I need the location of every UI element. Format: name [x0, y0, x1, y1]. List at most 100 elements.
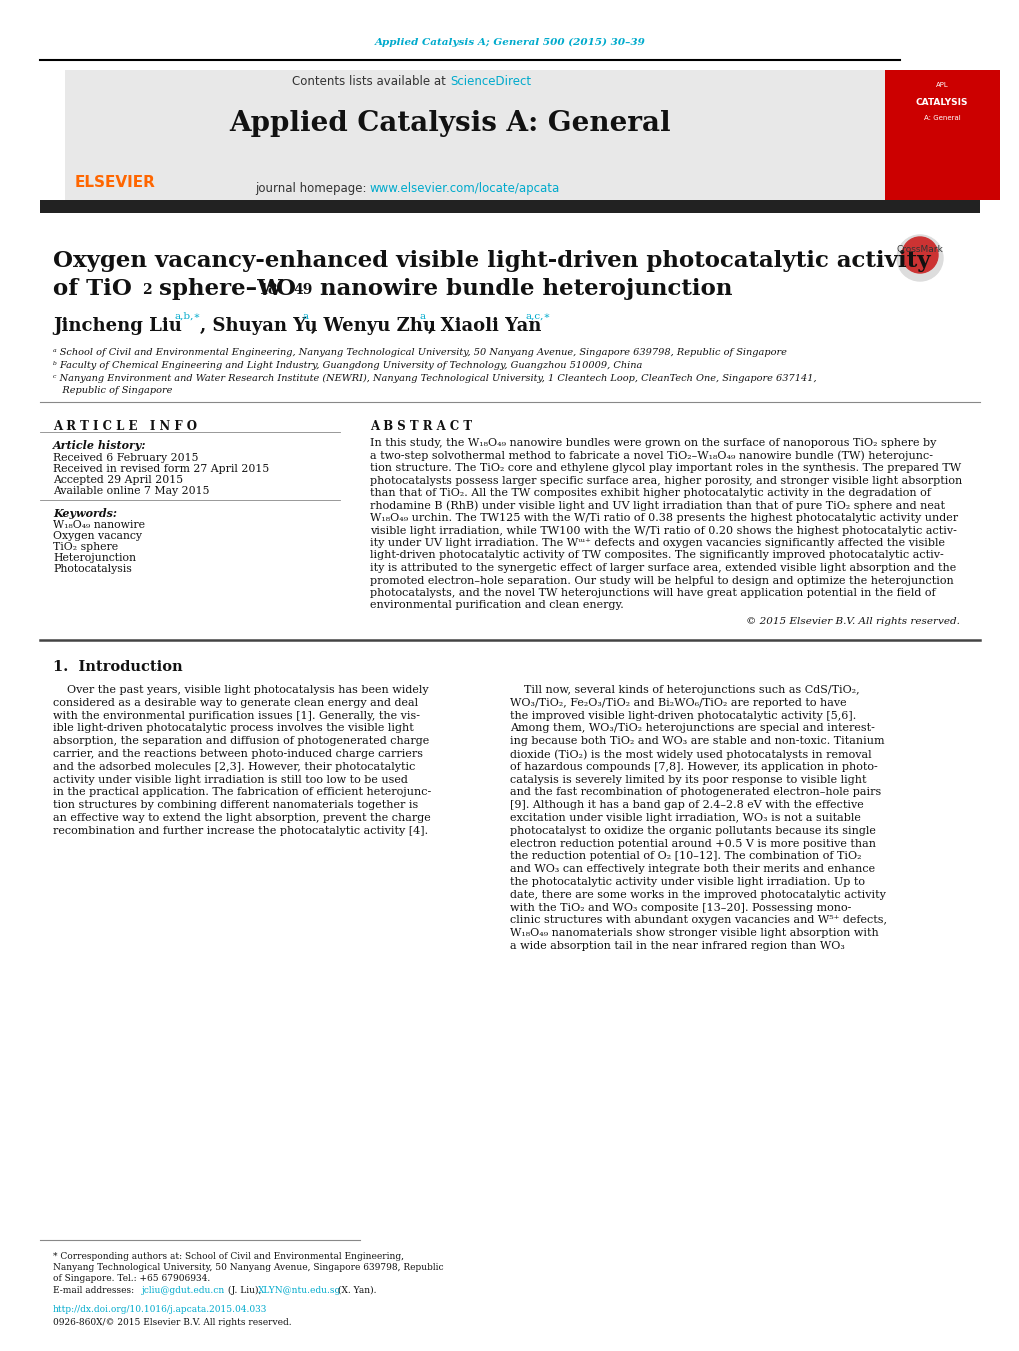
Text: considered as a desirable way to generate clean energy and deal: considered as a desirable way to generat… [53, 698, 418, 708]
Text: Accepted 29 April 2015: Accepted 29 April 2015 [53, 476, 183, 485]
Text: a,c,∗: a,c,∗ [526, 312, 551, 322]
Text: Applied Catalysis A; General 500 (2015) 30–39: Applied Catalysis A; General 500 (2015) … [374, 38, 645, 47]
Text: light-driven photocatalytic activity of TW composites. The significantly improve: light-driven photocatalytic activity of … [370, 550, 943, 561]
Text: ᶜ Nanyang Environment and Water Research Institute (NEWRI), Nanyang Technologica: ᶜ Nanyang Environment and Water Research… [53, 374, 816, 384]
Text: Article history:: Article history: [53, 440, 147, 451]
Text: 49: 49 [292, 282, 312, 297]
Text: Oxygen vacancy-enhanced visible light-driven photocatalytic activity: Oxygen vacancy-enhanced visible light-dr… [53, 250, 929, 272]
Text: Keywords:: Keywords: [53, 508, 117, 519]
Text: and the fast recombination of photogenerated electron–hole pairs: and the fast recombination of photogener… [510, 788, 880, 797]
Text: carrier, and the reactions between photo-induced charge carriers: carrier, and the reactions between photo… [53, 748, 423, 759]
Text: Heterojunction: Heterojunction [53, 553, 136, 563]
Text: activity under visible light irradiation is still too low to be used: activity under visible light irradiation… [53, 774, 408, 785]
Text: dioxide (TiO₂) is the most widely used photocatalysts in removal: dioxide (TiO₂) is the most widely used p… [510, 748, 871, 759]
Text: Photocatalysis: Photocatalysis [53, 563, 131, 574]
Text: ing because both TiO₂ and WO₃ are stable and non-toxic. Titanium: ing because both TiO₂ and WO₃ are stable… [510, 736, 883, 746]
Text: W₁₈O₄₉ nanomaterials show stronger visible light absorption with: W₁₈O₄₉ nanomaterials show stronger visib… [510, 928, 878, 938]
Text: Nanyang Technological University, 50 Nanyang Avenue, Singapore 639798, Republic: Nanyang Technological University, 50 Nan… [53, 1263, 443, 1273]
Text: the improved visible light-driven photocatalytic activity [5,6].: the improved visible light-driven photoc… [510, 711, 855, 720]
Text: recombination and further increase the photocatalytic activity [4].: recombination and further increase the p… [53, 825, 428, 836]
Text: O: O [276, 278, 296, 300]
Text: A: General: A: General [923, 115, 960, 122]
Text: tion structures by combining different nanomaterials together is: tion structures by combining different n… [53, 800, 418, 811]
Text: photocatalysts possess larger specific surface area, higher porosity, and strong: photocatalysts possess larger specific s… [370, 476, 961, 485]
Text: Till now, several kinds of heterojunctions such as CdS/TiO₂,: Till now, several kinds of heterojunctio… [510, 685, 859, 694]
Text: ELSEVIER: ELSEVIER [74, 176, 155, 190]
Text: promoted electron–hole separation. Our study will be helpful to design and optim: promoted electron–hole separation. Our s… [370, 576, 953, 585]
Text: * Corresponding authors at: School of Civil and Environmental Engineering,: * Corresponding authors at: School of Ci… [53, 1252, 404, 1260]
Text: of TiO: of TiO [53, 278, 131, 300]
Text: APL: APL [934, 82, 948, 88]
Text: rhodamine B (RhB) under visible light and UV light irradiation than that of pure: rhodamine B (RhB) under visible light an… [370, 500, 944, 511]
Text: ᵇ Faculty of Chemical Engineering and Light Industry, Guangdong University of Te: ᵇ Faculty of Chemical Engineering and Li… [53, 361, 642, 370]
Text: excitation under visible light irradiation, WO₃ is not a suitable: excitation under visible light irradiati… [510, 813, 860, 823]
Text: an effective way to extend the light absorption, prevent the charge: an effective way to extend the light abs… [53, 813, 430, 823]
Text: nanowire bundle heterojunction: nanowire bundle heterojunction [312, 278, 732, 300]
Text: than that of TiO₂. All the TW composites exhibit higher photocatalytic activity : than that of TiO₂. All the TW composites… [370, 488, 930, 499]
Text: in the practical application. The fabrication of efficient heterojunc-: in the practical application. The fabric… [53, 788, 431, 797]
Text: Contents lists available at: Contents lists available at [292, 76, 449, 88]
Text: clinic structures with abundant oxygen vacancies and W⁵⁺ defects,: clinic structures with abundant oxygen v… [510, 916, 887, 925]
Text: E-mail addresses:: E-mail addresses: [53, 1286, 137, 1296]
Text: date, there are some works in the improved photocatalytic activity: date, there are some works in the improv… [510, 890, 886, 900]
Text: (J. Liu),: (J. Liu), [225, 1286, 264, 1296]
Text: with the environmental purification issues [1]. Generally, the vis-: with the environmental purification issu… [53, 711, 420, 720]
Text: a,b,∗: a,b,∗ [175, 312, 201, 322]
Text: CrossMark: CrossMark [896, 245, 943, 254]
Text: , Shuyan Yu: , Shuyan Yu [200, 317, 317, 335]
Text: A R T I C L E   I N F O: A R T I C L E I N F O [53, 420, 197, 434]
Text: [9]. Although it has a band gap of 2.4–2.8 eV with the effective: [9]. Although it has a band gap of 2.4–2… [510, 800, 863, 811]
Text: XLYN@ntu.edu.sg: XLYN@ntu.edu.sg [258, 1286, 341, 1296]
Text: 1.  Introduction: 1. Introduction [53, 661, 182, 674]
FancyBboxPatch shape [40, 200, 979, 213]
Text: http://dx.doi.org/10.1016/j.apcata.2015.04.033: http://dx.doi.org/10.1016/j.apcata.2015.… [53, 1305, 267, 1315]
Text: www.elsevier.com/locate/apcata: www.elsevier.com/locate/apcata [370, 182, 559, 195]
Text: absorption, the separation and diffusion of photogenerated charge: absorption, the separation and diffusion… [53, 736, 429, 746]
Text: Among them, WO₃/TiO₂ heterojunctions are special and interest-: Among them, WO₃/TiO₂ heterojunctions are… [510, 723, 874, 734]
Text: Republic of Singapore: Republic of Singapore [53, 386, 172, 394]
Text: photocatalyst to oxidize the organic pollutants because its single: photocatalyst to oxidize the organic pol… [510, 825, 875, 836]
Text: , Wenyu Zhu: , Wenyu Zhu [311, 317, 435, 335]
Text: (X. Yan).: (X. Yan). [334, 1286, 376, 1296]
Text: Oxygen vacancy: Oxygen vacancy [53, 531, 142, 540]
Text: Jincheng Liu: Jincheng Liu [53, 317, 181, 335]
Text: catalysis is severely limited by its poor response to visible light: catalysis is severely limited by its poo… [510, 774, 866, 785]
Text: a wide absorption tail in the near infrared region than WO₃: a wide absorption tail in the near infra… [510, 942, 844, 951]
Text: of Singapore. Tel.: +65 67906934.: of Singapore. Tel.: +65 67906934. [53, 1274, 210, 1283]
Text: sphere–W: sphere–W [151, 278, 282, 300]
Text: 18: 18 [258, 282, 277, 297]
Text: 0926-860X/© 2015 Elsevier B.V. All rights reserved.: 0926-860X/© 2015 Elsevier B.V. All right… [53, 1319, 291, 1327]
Text: and WO₃ can effectively integrate both their merits and enhance: and WO₃ can effectively integrate both t… [510, 865, 874, 874]
Text: ᵃ School of Civil and Environmental Engineering, Nanyang Technological Universit: ᵃ School of Civil and Environmental Engi… [53, 349, 786, 357]
Text: W₁₈O₄₉ nanowire: W₁₈O₄₉ nanowire [53, 520, 145, 530]
Text: visible light irradiation, while TW100 with the W/Ti ratio of 0.20 shows the hig: visible light irradiation, while TW100 w… [370, 526, 956, 535]
Text: of hazardous compounds [7,8]. However, its application in photo-: of hazardous compounds [7,8]. However, i… [510, 762, 877, 771]
Text: a: a [420, 312, 426, 322]
Text: Applied Catalysis A: General: Applied Catalysis A: General [229, 109, 671, 136]
Circle shape [901, 236, 937, 273]
Text: a two-step solvothermal method to fabricate a novel TiO₂–W₁₈O₄₉ nanowire bundle : a two-step solvothermal method to fabric… [370, 450, 932, 461]
Text: In this study, the W₁₈O₄₉ nanowire bundles were grown on the surface of nanoporo: In this study, the W₁₈O₄₉ nanowire bundl… [370, 438, 935, 449]
FancyBboxPatch shape [884, 70, 999, 200]
Text: , Xiaoli Yan: , Xiaoli Yan [428, 317, 541, 335]
Text: ible light-driven photocatalytic process involves the visible light: ible light-driven photocatalytic process… [53, 723, 414, 734]
Text: tion structure. The TiO₂ core and ethylene glycol play important roles in the sy: tion structure. The TiO₂ core and ethyle… [370, 463, 960, 473]
Text: Over the past years, visible light photocatalysis has been widely: Over the past years, visible light photo… [53, 685, 428, 694]
Text: jcliu@gdut.edu.cn: jcliu@gdut.edu.cn [142, 1286, 225, 1296]
Text: a: a [303, 312, 309, 322]
Text: W₁₈O₄₉ urchin. The TW125 with the W/Ti ratio of 0.38 presents the highest photoc: W₁₈O₄₉ urchin. The TW125 with the W/Ti r… [370, 513, 957, 523]
Text: electron reduction potential around +0.5 V is more positive than: electron reduction potential around +0.5… [510, 839, 875, 848]
Text: ity under UV light irradiation. The Wᵚ⁺ defects and oxygen vacancies significant: ity under UV light irradiation. The Wᵚ⁺ … [370, 538, 944, 549]
Text: the reduction potential of O₂ [10–12]. The combination of TiO₂: the reduction potential of O₂ [10–12]. T… [510, 851, 861, 862]
Text: and the adsorbed molecules [2,3]. However, their photocatalytic: and the adsorbed molecules [2,3]. Howeve… [53, 762, 415, 771]
Text: photocatalysts, and the novel TW heterojunctions will have great application pot: photocatalysts, and the novel TW heteroj… [370, 588, 934, 598]
Text: the photocatalytic activity under visible light irradiation. Up to: the photocatalytic activity under visibl… [510, 877, 864, 888]
Text: Received in revised form 27 April 2015: Received in revised form 27 April 2015 [53, 463, 269, 474]
Text: 2: 2 [142, 282, 152, 297]
Text: WO₃/TiO₂, Fe₂O₃/TiO₂ and Bi₂WO₆/TiO₂ are reported to have: WO₃/TiO₂, Fe₂O₃/TiO₂ and Bi₂WO₆/TiO₂ are… [510, 698, 846, 708]
Circle shape [896, 235, 943, 281]
Text: A B S T R A C T: A B S T R A C T [370, 420, 472, 434]
Text: with the TiO₂ and WO₃ composite [13–20]. Possessing mono-: with the TiO₂ and WO₃ composite [13–20].… [510, 902, 851, 912]
Text: © 2015 Elsevier B.V. All rights reserved.: © 2015 Elsevier B.V. All rights reserved… [745, 617, 959, 626]
Text: environmental purification and clean energy.: environmental purification and clean ene… [370, 600, 624, 611]
